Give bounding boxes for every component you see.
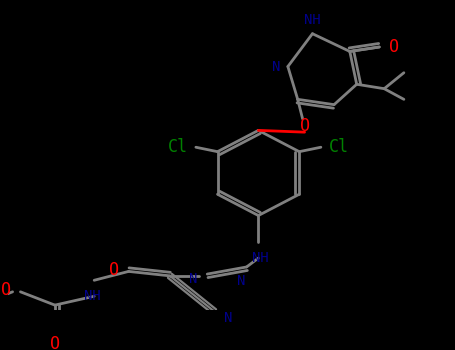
Text: Cl: Cl xyxy=(329,138,349,156)
Text: N: N xyxy=(224,312,233,326)
Text: N: N xyxy=(238,274,246,288)
Text: O: O xyxy=(0,281,10,299)
Text: O: O xyxy=(389,38,399,56)
Text: O: O xyxy=(299,117,309,135)
Text: NH: NH xyxy=(304,13,321,27)
Text: NH: NH xyxy=(84,289,101,303)
Text: O: O xyxy=(50,335,60,350)
Text: O: O xyxy=(109,261,119,279)
Text: N: N xyxy=(272,60,280,74)
Text: Cl: Cl xyxy=(168,138,188,156)
Text: NH: NH xyxy=(252,251,269,265)
Text: N: N xyxy=(189,272,197,286)
